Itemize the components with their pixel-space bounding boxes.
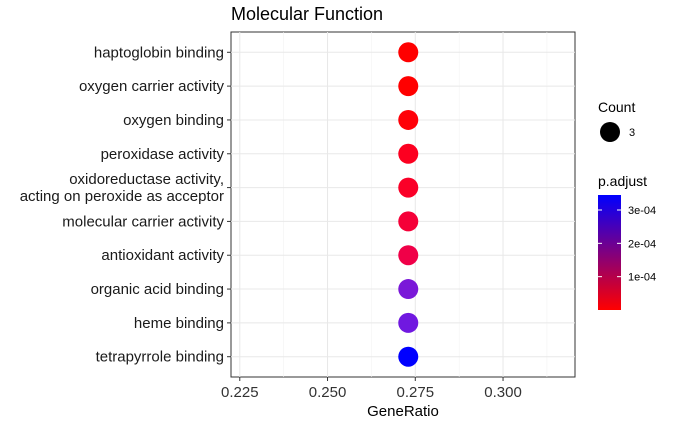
data-points [398, 42, 419, 367]
data-point [398, 245, 419, 266]
padj-colorbar-ticks: 1e-04 2e-04 3e-04 [598, 205, 656, 284]
data-point [398, 279, 419, 300]
y-tick-label: oxygen binding [123, 112, 224, 129]
x-axis-title: GeneRatio [367, 403, 439, 420]
colorbar-tick-label: 2e-04 [628, 238, 656, 250]
y-tick-label: antioxidant activity [101, 247, 224, 264]
count-legend-title: Count [598, 99, 635, 115]
data-point [398, 312, 419, 333]
colorbar-tick-label: 3e-04 [628, 205, 656, 217]
padj-legend-title: p.adjust [598, 173, 647, 189]
data-point [398, 177, 419, 198]
count-legend-dot [600, 122, 620, 142]
data-point [398, 211, 419, 232]
count-legend-label: 3 [629, 127, 635, 139]
chart-title: Molecular Function [231, 4, 383, 24]
y-tick-label: oxidoreductase activity, acting on peroxi… [20, 171, 224, 205]
x-axis: 0.225 0.250 0.275 0.300 [221, 377, 522, 401]
data-point [398, 109, 419, 130]
plot-panel [230, 31, 576, 378]
colorbar-tick-label: 1e-04 [628, 272, 656, 284]
x-tick-label: 0.275 [397, 384, 435, 401]
data-point [398, 143, 419, 164]
y-tick-label: molecular carrier activity [62, 213, 224, 230]
x-tick-label: 0.250 [309, 384, 347, 401]
y-tick-label: heme binding [134, 315, 224, 332]
padj-colorbar [598, 195, 621, 310]
y-tick-label: peroxidase activity [101, 146, 225, 163]
data-point [398, 42, 419, 63]
x-tick-label: 0.225 [221, 384, 259, 401]
data-point [398, 346, 419, 367]
y-tick-label: haptoglobin binding [94, 44, 224, 61]
legend: Count 3 p.adjust 1e-04 2e-04 3e-04 [598, 99, 656, 310]
y-axis: haptoglobin binding oxygen carrier activi… [20, 44, 231, 366]
data-point [398, 76, 419, 97]
y-tick-label: tetrapyrrole binding [96, 349, 224, 366]
y-tick-label: oxygen carrier activity [79, 78, 225, 95]
y-tick-label: organic acid binding [91, 281, 224, 298]
x-tick-label: 0.300 [484, 384, 522, 401]
